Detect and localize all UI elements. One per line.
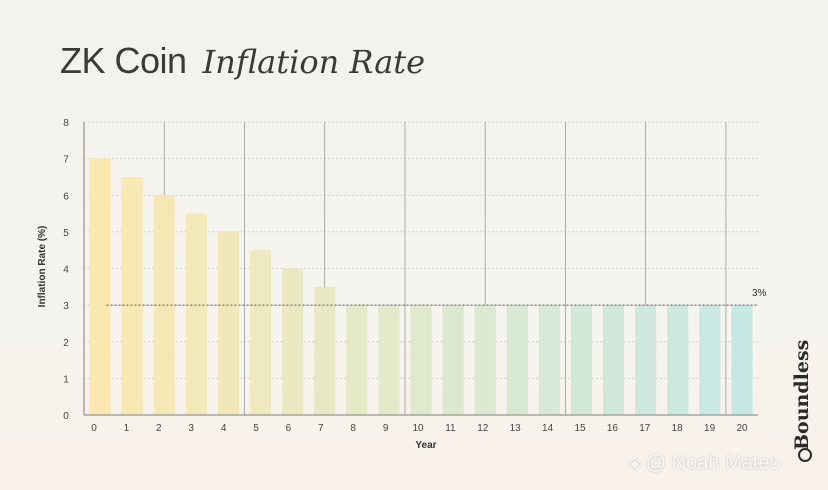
brand-mark-icon — [798, 448, 812, 462]
bar — [667, 305, 689, 415]
bar — [442, 305, 464, 415]
title-italic: Inflation Rate — [202, 43, 426, 81]
x-tick-label: 11 — [445, 423, 456, 434]
bar — [506, 305, 528, 415]
bar — [570, 305, 593, 415]
y-tick-label: 5 — [63, 228, 69, 239]
x-tick-label: 13 — [510, 423, 522, 434]
x-tick-label: 5 — [253, 423, 259, 434]
y-axis-title: Inflation Rate (%) — [37, 226, 48, 308]
bar — [474, 305, 496, 415]
bar — [731, 305, 753, 415]
x-tick-label: 2 — [156, 423, 162, 434]
x-tick-label: 19 — [704, 423, 716, 434]
watermark-text: @ Noah Mateo — [645, 452, 781, 474]
y-tick-label: 4 — [63, 265, 69, 276]
bar — [89, 158, 111, 415]
x-tick-label: 6 — [286, 423, 292, 434]
x-tick-label: 14 — [542, 423, 554, 434]
bar — [314, 286, 336, 415]
y-tick-label: 3 — [63, 301, 69, 312]
binance-icon: ◈ — [628, 453, 642, 473]
x-tick-label: 17 — [639, 423, 651, 434]
bar — [217, 231, 240, 415]
bar — [185, 213, 207, 415]
y-tick-label: 6 — [63, 191, 69, 202]
x-tick-label: 15 — [574, 423, 586, 434]
bar — [346, 305, 368, 415]
x-tick-label: 7 — [318, 423, 324, 434]
brand-logo: Boundless — [782, 340, 822, 450]
brand-name: Boundless — [791, 339, 813, 450]
y-tick-label: 0 — [63, 411, 69, 422]
x-tick-label: 18 — [672, 423, 684, 434]
bar — [410, 305, 432, 415]
y-tick-label: 8 — [63, 118, 69, 129]
y-tick-label: 7 — [63, 155, 69, 166]
x-tick-label: 20 — [736, 423, 748, 434]
chart-title: ZK Coin Inflation Rate — [60, 40, 425, 82]
bar — [378, 305, 400, 415]
bar — [538, 305, 560, 415]
x-tick-label: 3 — [188, 423, 194, 434]
x-tick-label: 10 — [412, 423, 424, 434]
x-tick-label: 4 — [221, 423, 227, 434]
x-axis-title: Year — [415, 440, 436, 451]
bar — [282, 268, 304, 415]
reference-line-label: 3% — [752, 288, 767, 299]
x-tick-label: 1 — [124, 423, 130, 434]
x-tick-label: 12 — [477, 423, 489, 434]
x-tick-label: 0 — [91, 423, 97, 434]
title-main: ZK Coin — [60, 40, 187, 81]
bar — [699, 305, 721, 415]
x-tick-label: 9 — [383, 423, 389, 434]
y-tick-label: 2 — [63, 338, 69, 349]
x-tick-label: 16 — [607, 423, 619, 434]
bar — [121, 176, 143, 415]
watermark: ◈ @ Noah Mateo — [628, 452, 781, 475]
bar — [635, 305, 657, 415]
y-tick-label: 1 — [63, 374, 69, 385]
x-tick-label: 8 — [350, 423, 356, 434]
bar — [249, 250, 272, 415]
bar — [602, 305, 625, 415]
